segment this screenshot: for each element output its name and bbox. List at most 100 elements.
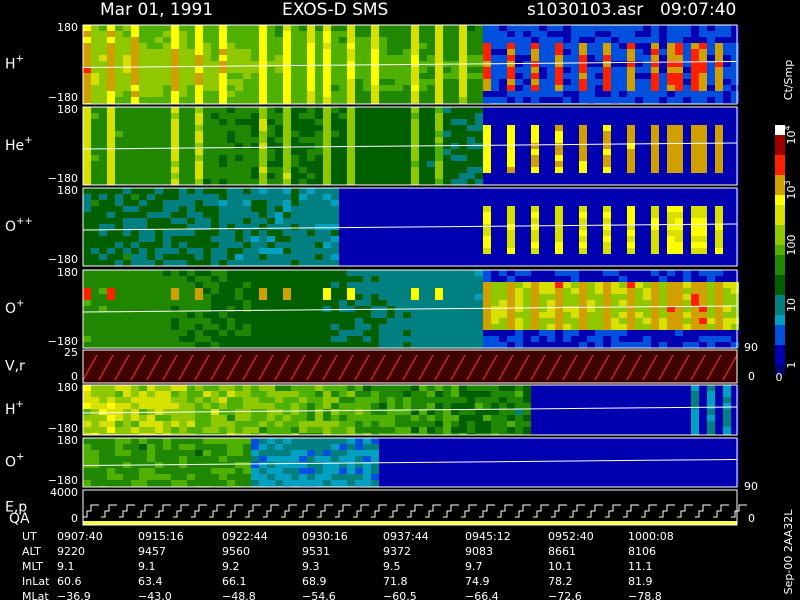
spectrogram-cell [251, 230, 259, 236]
spectrogram-cell [379, 342, 387, 348]
spectrogram-cell [451, 336, 459, 342]
spectrogram-cell [355, 25, 363, 31]
spectrogram-cell [603, 242, 611, 248]
spectrogram-cell [331, 194, 339, 200]
spectrogram-cell [715, 300, 723, 306]
spectrogram-cell [83, 55, 91, 61]
spectrogram-cell [675, 318, 683, 324]
spectrogram-cell [195, 107, 203, 113]
spectrogram-cell [131, 85, 139, 91]
trace [82, 61, 738, 68]
spectrogram-cell [451, 300, 459, 306]
spectrogram-cell [635, 107, 643, 113]
spectrogram-cell [435, 282, 443, 288]
spectrogram-cell [275, 270, 283, 276]
spectrogram-cell [347, 206, 355, 212]
spectrogram-cell [395, 188, 403, 194]
spectrogram-cell [667, 306, 675, 312]
spectrogram-cell [499, 294, 507, 300]
spectrogram-cell [379, 385, 387, 391]
spectrogram-cell [227, 49, 235, 55]
spectrogram-cell [499, 179, 507, 185]
spectrogram-cell [403, 254, 411, 260]
spectrogram-cell [531, 242, 539, 248]
spectrogram-cell [691, 161, 699, 167]
spectrogram-cell [595, 391, 603, 397]
spectrogram-cell [579, 119, 587, 125]
spectrogram-cell [595, 300, 603, 306]
spectrogram-cell [315, 31, 323, 37]
spectrogram-cell [99, 276, 107, 282]
spectrogram-cell [731, 212, 739, 218]
spectrogram-cell [555, 25, 563, 31]
spectrogram-cell [355, 167, 363, 173]
spectrogram-cell [379, 415, 387, 421]
spectrogram-cell [643, 73, 651, 79]
spectrogram-cell [211, 25, 219, 31]
spectrogram-cell [379, 173, 387, 179]
spectrogram-cell [299, 242, 307, 248]
spectrogram-cell [355, 230, 363, 236]
spectrogram-cell [427, 97, 435, 103]
spectrogram-cell [435, 161, 443, 167]
spectrogram-cell [275, 212, 283, 218]
spectrogram-cell [251, 49, 259, 55]
spectrogram-cell [339, 276, 347, 282]
spectrogram-cell [83, 409, 91, 415]
spectrogram-cell [587, 391, 595, 397]
spectrogram-cell [571, 79, 579, 85]
spectrogram-cell [395, 73, 403, 79]
spectrogram-cell [627, 161, 635, 167]
spectrogram-cell [331, 188, 339, 194]
spectrogram-cell [299, 218, 307, 224]
spectrogram-cell [139, 143, 147, 149]
spectrogram-cell [235, 179, 243, 185]
spectrogram-cell [155, 25, 163, 31]
spectrogram-cell [443, 421, 451, 427]
spectrogram-cell [419, 200, 427, 206]
spectrogram-cell [451, 179, 459, 185]
spectrogram-cell [491, 254, 499, 260]
spectrogram-cell [619, 125, 627, 131]
spectrogram-cell [219, 312, 227, 318]
spectrogram-cell [411, 294, 419, 300]
spectrogram-cell [403, 324, 411, 330]
spectrogram-cell [251, 173, 259, 179]
spectrogram-cell [499, 427, 507, 433]
spectrogram-cell [163, 125, 171, 131]
spectrogram-cell [227, 137, 235, 143]
spectrogram-cell [547, 188, 555, 194]
spectrogram-cell [531, 137, 539, 143]
spectrogram-cell [451, 312, 459, 318]
spectrogram-cell [267, 427, 275, 433]
spectrogram-cell [451, 125, 459, 131]
spectrogram-cell [235, 248, 243, 254]
spectrogram-cell [707, 49, 715, 55]
spectrogram-cell [587, 427, 595, 433]
spectrogram-cell [715, 194, 723, 200]
spectrogram-cell [603, 294, 611, 300]
spectrogram-cell [483, 254, 491, 260]
spectrogram-cell [699, 131, 707, 137]
spectrogram-cell [347, 200, 355, 206]
spectrogram-cell [635, 230, 643, 236]
spectrogram-cell [251, 137, 259, 143]
spectrogram-cell [635, 55, 643, 61]
spectrogram-cell [659, 67, 667, 73]
spectrogram-cell [419, 125, 427, 131]
spectrogram-cell [291, 85, 299, 91]
spectrogram-cell [731, 288, 739, 294]
spectrogram-cell [491, 312, 499, 318]
spectrogram-cell [691, 188, 699, 194]
spectrogram-cell [571, 55, 579, 61]
spectrogram-cell [683, 173, 691, 179]
spectrogram-cell [587, 282, 595, 288]
spectrogram-cell [107, 188, 115, 194]
spectrogram-cell [715, 119, 723, 125]
spectrogram-cell [107, 294, 115, 300]
spectrogram-cell [195, 282, 203, 288]
spectrogram-cell [699, 218, 707, 224]
spectrogram-cell [531, 55, 539, 61]
spectrogram-cell [211, 179, 219, 185]
spectrogram-cell [555, 312, 563, 318]
